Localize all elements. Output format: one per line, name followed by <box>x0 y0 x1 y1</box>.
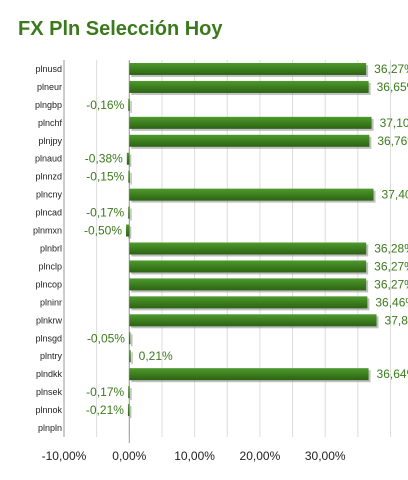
category-label-plnsek: plnsek <box>36 387 63 397</box>
category-label-plnjpy: plnjpy <box>38 136 62 146</box>
bar-plnsek <box>128 386 130 399</box>
category-label-plncop: plncop <box>35 279 62 289</box>
x-tick-label-4: 30,00% <box>305 449 346 463</box>
bar-plndkk <box>129 368 369 381</box>
value-label-plncad: -0,17% <box>86 206 124 220</box>
category-label-plntry: plntry <box>40 351 63 361</box>
value-label-plntry: 0,21% <box>139 349 173 363</box>
category-label-plncad: plncad <box>35 208 62 218</box>
bar-shadow-plnnzd <box>130 172 132 185</box>
bar-shadow-plnsgd <box>130 334 133 347</box>
bar-plncny <box>129 188 374 201</box>
value-label-plncny: 37,40% <box>382 188 408 202</box>
bar-plncad <box>128 206 130 219</box>
bar-plngbp <box>128 98 130 111</box>
category-label-plneur: plneur <box>37 82 62 92</box>
bar-plnnok <box>127 404 130 417</box>
value-label-plnaud: -0,38% <box>85 152 123 166</box>
bar-plnusd <box>129 62 367 75</box>
bar-shadow-plnmxn <box>128 226 132 239</box>
bar-plnnzd <box>128 170 130 183</box>
value-label-plnnok: -0,21% <box>86 403 124 417</box>
bar-plnaud <box>126 152 130 165</box>
value-label-plneur: 36,65% <box>377 80 408 94</box>
value-label-plnnzd: -0,15% <box>86 170 124 184</box>
bar-shadow-plnsek <box>130 388 132 401</box>
value-label-plncop: 36,27% <box>374 277 408 291</box>
category-label-plnnzd: plnnzd <box>35 172 62 182</box>
category-label-plndkk: plndkk <box>36 369 63 379</box>
bar-plnclp <box>129 260 367 273</box>
category-label-plninr: plninr <box>40 297 62 307</box>
value-label-plninr: 36,46% <box>375 295 408 309</box>
value-label-plndkk: 36,64% <box>377 367 408 381</box>
value-label-plnbrl: 36,28% <box>374 242 408 256</box>
bar-plneur <box>129 80 369 93</box>
bar-shadow-plncad <box>130 208 132 221</box>
bar-plnkrw <box>129 314 377 327</box>
bar-plnchf <box>129 116 372 129</box>
bar-plninr <box>129 296 368 309</box>
category-label-plnaud: plnaud <box>35 154 62 164</box>
value-label-plnsgd: -0,05% <box>87 331 125 345</box>
category-label-plnmxn: plnmxn <box>33 226 62 236</box>
value-label-plnclp: 36,27% <box>374 259 408 273</box>
bar-shadow-plnaud <box>128 154 132 167</box>
value-label-plnusd: 36,27% <box>374 62 408 76</box>
bar-shadow-plngbp <box>130 100 132 113</box>
value-label-plngbp: -0,16% <box>86 98 124 112</box>
bar-plnjpy <box>129 134 370 147</box>
bar-shadow-plnnok <box>129 406 132 419</box>
category-label-plnclp: plnclp <box>38 261 62 271</box>
x-tick-label-2: 10,00% <box>174 449 215 463</box>
value-label-plnmxn: -0,50% <box>84 224 122 238</box>
category-label-plnbrl: plnbrl <box>40 244 62 254</box>
category-label-plnkrw: plnkrw <box>36 315 63 325</box>
bar-plnsgd <box>128 332 131 345</box>
category-label-plnusd: plnusd <box>35 64 62 74</box>
category-label-plngbp: plngbp <box>35 100 62 110</box>
chart-title: FX Pln Selección Hoy <box>18 18 223 40</box>
value-label-plnchf: 37,10% <box>380 116 408 130</box>
category-label-plnnok: plnnok <box>35 405 62 415</box>
bar-plntry <box>129 350 131 363</box>
value-label-plnsek: -0,17% <box>86 385 124 399</box>
bar-plnbrl <box>129 242 367 255</box>
tick-layer: -10,00% 0,00% 10,00% 20,00% 30,00% <box>42 449 346 463</box>
category-label-plnpln: plnpln <box>38 423 62 433</box>
category-label-plnsgd: plnsgd <box>35 333 62 343</box>
x-tick-label-3: 20,00% <box>240 449 281 463</box>
category-label-plnchf: plnchf <box>38 118 63 128</box>
value-label-plnkrw: 37,86% <box>385 313 408 327</box>
bar-plnmxn <box>126 224 130 237</box>
value-label-plnjpy: 36,76% <box>377 134 408 148</box>
bar-plncop <box>129 278 367 291</box>
bar-shadow-plntry <box>131 352 133 365</box>
bar-layer <box>126 62 379 419</box>
x-tick-label-0: -10,00% <box>42 449 87 463</box>
x-tick-label-1: 0,00% <box>112 449 146 463</box>
category-label-plncny: plncny <box>36 190 63 200</box>
label-layer: plnusd 36,27% plneur 36,65% plngbp -0,16% plnc… <box>33 62 408 433</box>
